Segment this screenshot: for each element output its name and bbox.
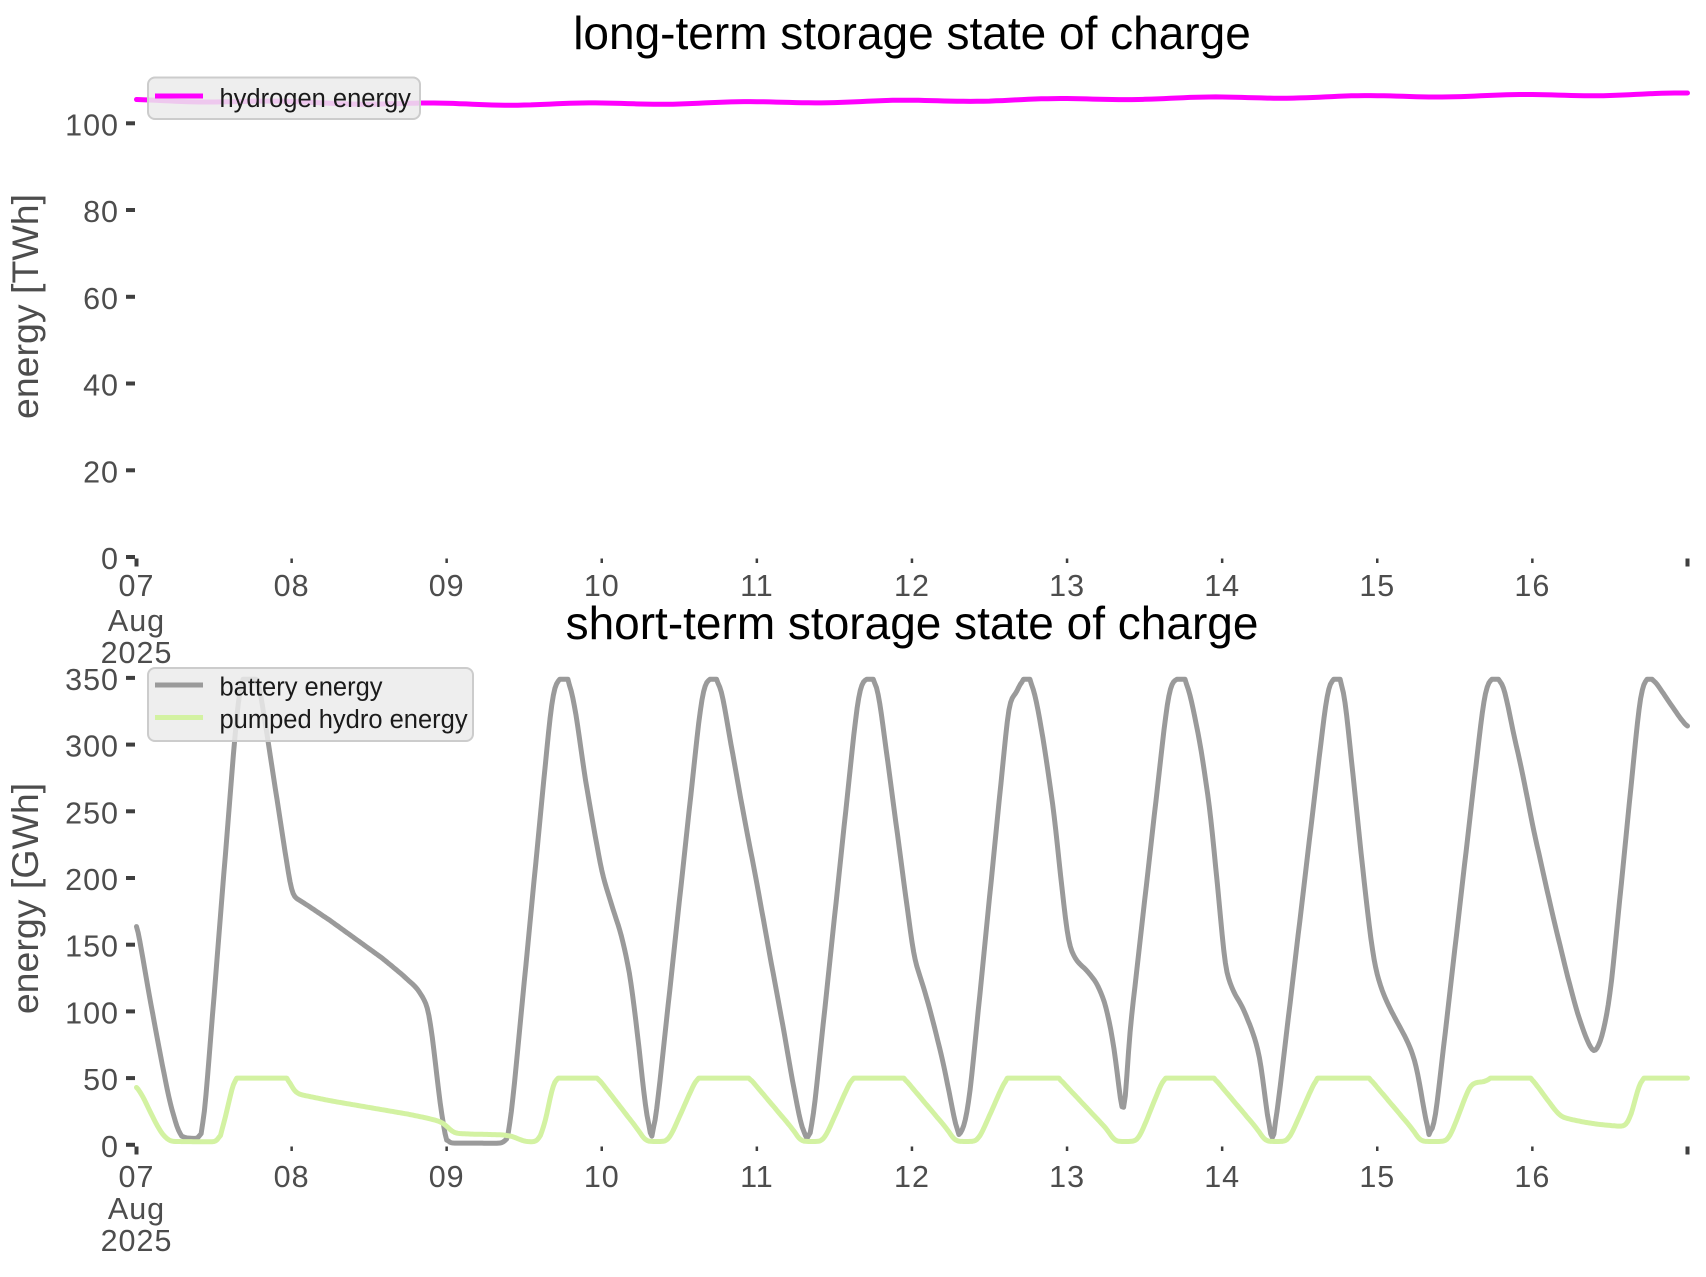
svg-text:350: 350 bbox=[65, 663, 119, 697]
svg-text:energy [GWh]: energy [GWh] bbox=[4, 783, 46, 1014]
svg-text:09: 09 bbox=[429, 569, 465, 603]
svg-text:10: 10 bbox=[584, 569, 620, 603]
svg-text:10: 10 bbox=[584, 1160, 620, 1194]
svg-text:0: 0 bbox=[101, 542, 119, 576]
svg-text:14: 14 bbox=[1204, 569, 1240, 603]
svg-text:100: 100 bbox=[65, 108, 119, 142]
svg-text:300: 300 bbox=[65, 730, 119, 764]
svg-text:12: 12 bbox=[894, 569, 930, 603]
svg-text:15: 15 bbox=[1359, 569, 1395, 603]
svg-text:07: 07 bbox=[119, 569, 155, 603]
svg-text:13: 13 bbox=[1049, 1160, 1085, 1194]
svg-text:12: 12 bbox=[894, 1160, 930, 1194]
svg-text:200: 200 bbox=[65, 863, 119, 897]
svg-text:energy [TWh]: energy [TWh] bbox=[4, 194, 46, 419]
svg-text:07: 07 bbox=[119, 1160, 155, 1194]
svg-text:Aug: Aug bbox=[108, 604, 165, 638]
svg-text:pumped hydro energy: pumped hydro energy bbox=[220, 706, 468, 734]
svg-text:15: 15 bbox=[1359, 1160, 1395, 1194]
svg-text:0: 0 bbox=[101, 1130, 119, 1164]
svg-text:14: 14 bbox=[1204, 1160, 1240, 1194]
svg-text:hydrogen energy: hydrogen energy bbox=[220, 85, 412, 113]
svg-text:100: 100 bbox=[65, 996, 119, 1030]
svg-text:08: 08 bbox=[274, 1160, 310, 1194]
svg-text:13: 13 bbox=[1049, 569, 1085, 603]
svg-text:40: 40 bbox=[83, 369, 119, 403]
svg-text:20: 20 bbox=[83, 455, 119, 489]
svg-text:09: 09 bbox=[429, 1160, 465, 1194]
svg-text:50: 50 bbox=[83, 1063, 119, 1097]
svg-text:long-term storage state of cha: long-term storage state of charge bbox=[573, 7, 1251, 59]
svg-text:2025: 2025 bbox=[101, 636, 173, 670]
svg-text:16: 16 bbox=[1514, 569, 1550, 603]
svg-text:short-term storage state of ch: short-term storage state of charge bbox=[566, 597, 1259, 649]
svg-text:battery energy: battery energy bbox=[220, 674, 383, 702]
svg-text:60: 60 bbox=[83, 282, 119, 316]
svg-text:80: 80 bbox=[83, 195, 119, 229]
svg-text:11: 11 bbox=[740, 1160, 774, 1194]
svg-text:250: 250 bbox=[65, 796, 119, 830]
svg-text:11: 11 bbox=[740, 569, 774, 603]
svg-text:16: 16 bbox=[1514, 1160, 1550, 1194]
svg-text:2025: 2025 bbox=[101, 1224, 173, 1258]
svg-text:Aug: Aug bbox=[108, 1192, 165, 1226]
svg-text:08: 08 bbox=[274, 569, 310, 603]
svg-text:150: 150 bbox=[65, 930, 119, 964]
